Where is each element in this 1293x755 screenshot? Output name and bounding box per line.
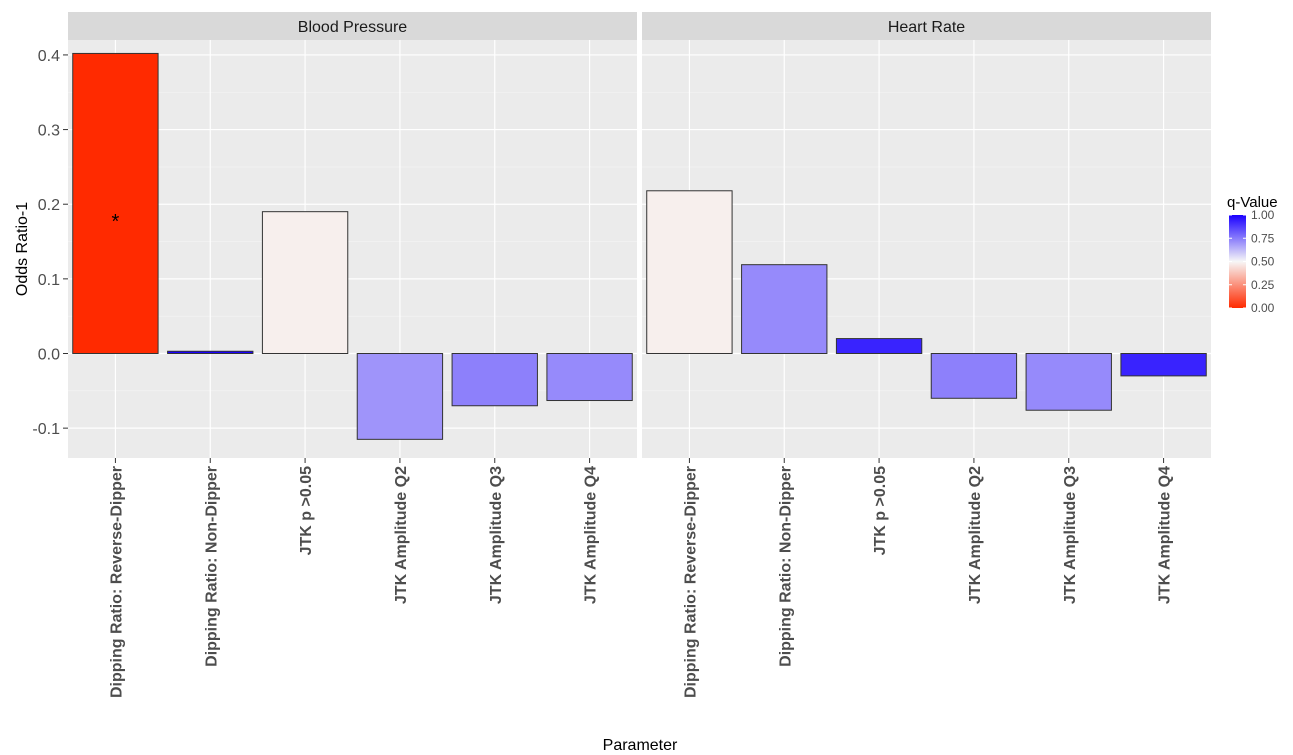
- y-tick-label: 0.2: [38, 197, 60, 214]
- bar: [646, 190, 733, 354]
- facet-strip: [642, 12, 1211, 40]
- x-axis-title: Parameter: [603, 737, 678, 754]
- bar: [261, 211, 349, 354]
- legend-colorbar: [1229, 215, 1246, 308]
- x-tick-label: JTK Amplitude Q3: [488, 466, 505, 604]
- bar: [741, 264, 828, 354]
- bar: [930, 353, 1018, 399]
- x-tick-label: Dipping Ratio: Reverse-Dipper: [682, 466, 699, 698]
- facet-panel: Heart Rate: [642, 12, 1211, 458]
- x-tick-label: JTK Amplitude Q4: [1157, 466, 1174, 604]
- y-tick-label: 0.0: [38, 347, 60, 364]
- x-tick-label: JTK Amplitude Q2: [967, 466, 984, 604]
- facet-strip-label: Heart Rate: [888, 19, 965, 36]
- legend-tick-label: 0.00: [1251, 301, 1275, 315]
- bar: [72, 52, 159, 355]
- facet-panel: Blood Pressure *: [68, 12, 637, 458]
- x-tick-label: Dipping Ratio: Reverse-Dipper: [108, 466, 125, 698]
- bar: [1120, 353, 1207, 377]
- x-tick-label: Dipping Ratio: Non-Dipper: [777, 466, 794, 667]
- legend-title: q-Value: [1227, 194, 1278, 211]
- x-tick-label: JTK Amplitude Q3: [1062, 466, 1079, 604]
- y-axis-title: Odds Ratio-1: [14, 202, 31, 296]
- y-tick-label: 0.1: [38, 272, 60, 289]
- legend-tick-label: 1.00: [1251, 208, 1275, 222]
- significance-label: *: [112, 211, 120, 233]
- legend-tick-label: 0.25: [1251, 278, 1275, 292]
- y-tick-label: -0.1: [32, 421, 60, 438]
- y-tick-label: 0.4: [38, 48, 60, 65]
- x-tick-label: JTK Amplitude Q2: [393, 466, 410, 604]
- bar: [546, 353, 633, 402]
- bar: [356, 353, 444, 440]
- legend-tick-label: 0.50: [1251, 255, 1275, 269]
- bar: [451, 353, 538, 407]
- x-tick-label: JTK p >0.05: [872, 466, 889, 555]
- x-tick-label: JTK p >0.05: [298, 466, 315, 555]
- bar: [167, 350, 254, 354]
- panel-background: [68, 40, 637, 458]
- facet-strip-label: Blood Pressure: [298, 19, 407, 36]
- legend-tick-label: 0.75: [1251, 231, 1275, 245]
- x-tick-label: JTK Amplitude Q4: [583, 466, 600, 604]
- panel-background: [642, 40, 1211, 458]
- facet-strip: [68, 12, 637, 40]
- y-tick-label: 0.3: [38, 123, 60, 140]
- bar: [835, 338, 923, 355]
- x-tick-label: Dipping Ratio: Non-Dipper: [203, 466, 220, 667]
- bar: [1025, 353, 1112, 411]
